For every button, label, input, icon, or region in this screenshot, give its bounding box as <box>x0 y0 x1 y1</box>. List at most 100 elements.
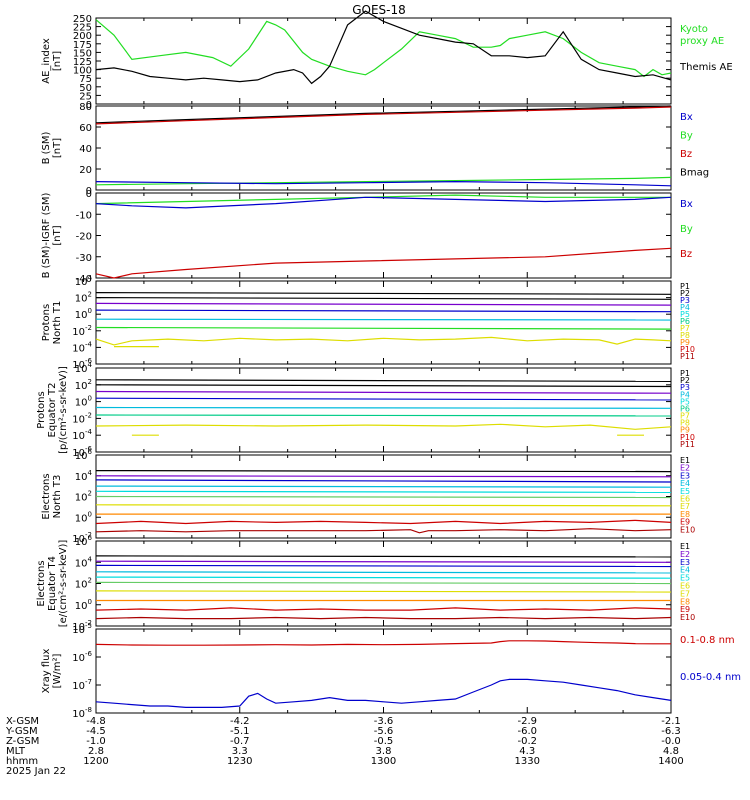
legend-label: Bz <box>680 249 692 260</box>
panel-xray: 10-8 10-7 10-6 10-5 Xray flux [W/m²] 0.1-0.8 n… <box>41 622 741 720</box>
y-tick-label: 60 <box>79 123 92 134</box>
legend-label: E4 <box>680 479 690 488</box>
series-line <box>95 336 672 346</box>
y-tick-label: 25 <box>79 91 92 102</box>
series-line <box>95 571 672 574</box>
y-tick-label: 175 <box>73 40 92 51</box>
legend-label: E7 <box>680 502 690 511</box>
y-tick-label: 104 <box>75 555 93 569</box>
y-tick-label: -40 <box>76 274 92 285</box>
legend-label: Bmag <box>680 168 709 179</box>
y-tick-label: 100 <box>75 510 92 524</box>
y-axis-label: [nT] <box>52 225 63 245</box>
panel-frame <box>95 105 672 191</box>
legend-label: P3 <box>680 296 690 305</box>
footer-value: -5.6 <box>374 726 394 737</box>
legend-label: E9 <box>680 518 690 527</box>
legend-label: E3 <box>680 471 690 480</box>
footer-value: -1.0 <box>86 736 106 747</box>
series-line <box>95 470 672 473</box>
series-line <box>95 475 672 478</box>
legend-label: P5 <box>680 310 690 319</box>
y-tick-label: 10-4 <box>72 428 92 442</box>
y-tick-label: 10-2 <box>72 324 92 338</box>
legend-label: P9 <box>680 426 690 435</box>
y-tick-label: 150 <box>73 48 92 59</box>
footer-value: -4.2 <box>230 716 250 727</box>
footer-value: 4.3 <box>519 746 535 757</box>
y-tick-label: 102 <box>75 490 92 504</box>
footer-row-label: 2025 Jan 22 <box>6 766 66 777</box>
y-tick-label: 106 <box>75 534 93 548</box>
footer-value: -0.5 <box>374 736 394 747</box>
legend-label: P7 <box>680 412 690 421</box>
legend-label: proxy AE <box>680 36 724 47</box>
y-tick-label: 102 <box>75 577 92 591</box>
y-axis-label: AE_index <box>41 38 52 84</box>
series-line <box>95 479 672 483</box>
y-tick-label: 225 <box>73 23 92 34</box>
y-tick-label: 100 <box>73 66 92 77</box>
series-line <box>95 397 672 401</box>
panel-pequator: 10-6 10-4 10-2 100 102 104 Protons Equator T2 [p… <box>36 361 695 459</box>
y-axis-label: B (SM) <box>41 131 52 164</box>
series-line <box>95 180 672 187</box>
footer-value: 1230 <box>227 756 252 767</box>
legend-label: P11 <box>680 440 695 449</box>
y-tick-label: 102 <box>75 291 92 305</box>
y-tick-label: 104 <box>75 361 93 375</box>
y-tick-label: 40 <box>79 144 92 155</box>
legend-label: E8 <box>680 510 690 519</box>
y-axis-label: Xray flux <box>41 649 52 694</box>
footer-row-label: Y-GSM <box>5 726 38 737</box>
panel-frame <box>95 628 672 714</box>
y-axis-label: Electrons <box>36 560 47 606</box>
y-tick-label: -20 <box>76 232 92 243</box>
y-tick-label: 50 <box>79 83 92 94</box>
series-line <box>95 616 672 620</box>
y-axis-label: B (SM)-IGRF (SM) <box>41 193 52 279</box>
legend-label: By <box>680 131 693 142</box>
panel-frame <box>95 192 672 279</box>
y-axis-label: Electrons <box>41 473 52 519</box>
legend-label: 0.05-0.4 nm <box>680 672 741 683</box>
legend-label: Bz <box>680 149 692 160</box>
series-line <box>95 555 672 558</box>
y-tick-label: 100 <box>75 598 92 612</box>
series-line <box>95 490 672 493</box>
legend-label: P9 <box>680 338 690 347</box>
y-tick-label: 100 <box>75 307 92 321</box>
footer-value: 1300 <box>371 756 396 767</box>
y-tick-label: 10-6 <box>72 357 92 371</box>
y-tick-label: 80 <box>79 102 92 113</box>
legend-label: E6 <box>680 495 690 504</box>
footer-value: 3.8 <box>376 746 392 757</box>
footer-row-label: hhmm <box>6 756 38 767</box>
footer-value: -5.1 <box>230 726 250 737</box>
y-axis-label: North T1 <box>52 301 63 345</box>
footer-value: -0.0 <box>661 736 681 747</box>
plot-title: GOES-18 <box>352 3 406 17</box>
legend-label: P3 <box>680 383 690 392</box>
footer-row-label: MLT <box>6 746 26 757</box>
series-line <box>95 196 672 209</box>
series-line <box>95 176 672 186</box>
series-line <box>95 423 672 430</box>
legend-label: P1 <box>680 282 690 291</box>
footer-value: -0.2 <box>517 736 537 747</box>
y-tick-label: 10-5 <box>72 622 92 636</box>
legend-label: P10 <box>680 345 695 354</box>
series-line <box>95 302 672 306</box>
y-tick-label: 10-8 <box>72 706 92 720</box>
footer-value: -3.6 <box>374 716 394 727</box>
y-tick-label: 10-6 <box>72 650 92 664</box>
y-tick-label: 0 <box>86 100 92 111</box>
series-line <box>95 495 672 499</box>
legend-label: Bx <box>680 112 693 123</box>
legend-label: Themis AE <box>679 62 733 73</box>
y-tick-label: 106 <box>75 448 93 462</box>
panel-eequator: 10-2 100 102 104 106 Electrons Equator T4 [e/(c… <box>36 534 695 633</box>
